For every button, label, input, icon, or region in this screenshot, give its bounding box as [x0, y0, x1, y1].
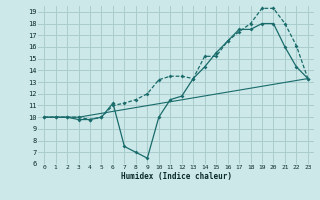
X-axis label: Humidex (Indice chaleur): Humidex (Indice chaleur) — [121, 172, 231, 181]
